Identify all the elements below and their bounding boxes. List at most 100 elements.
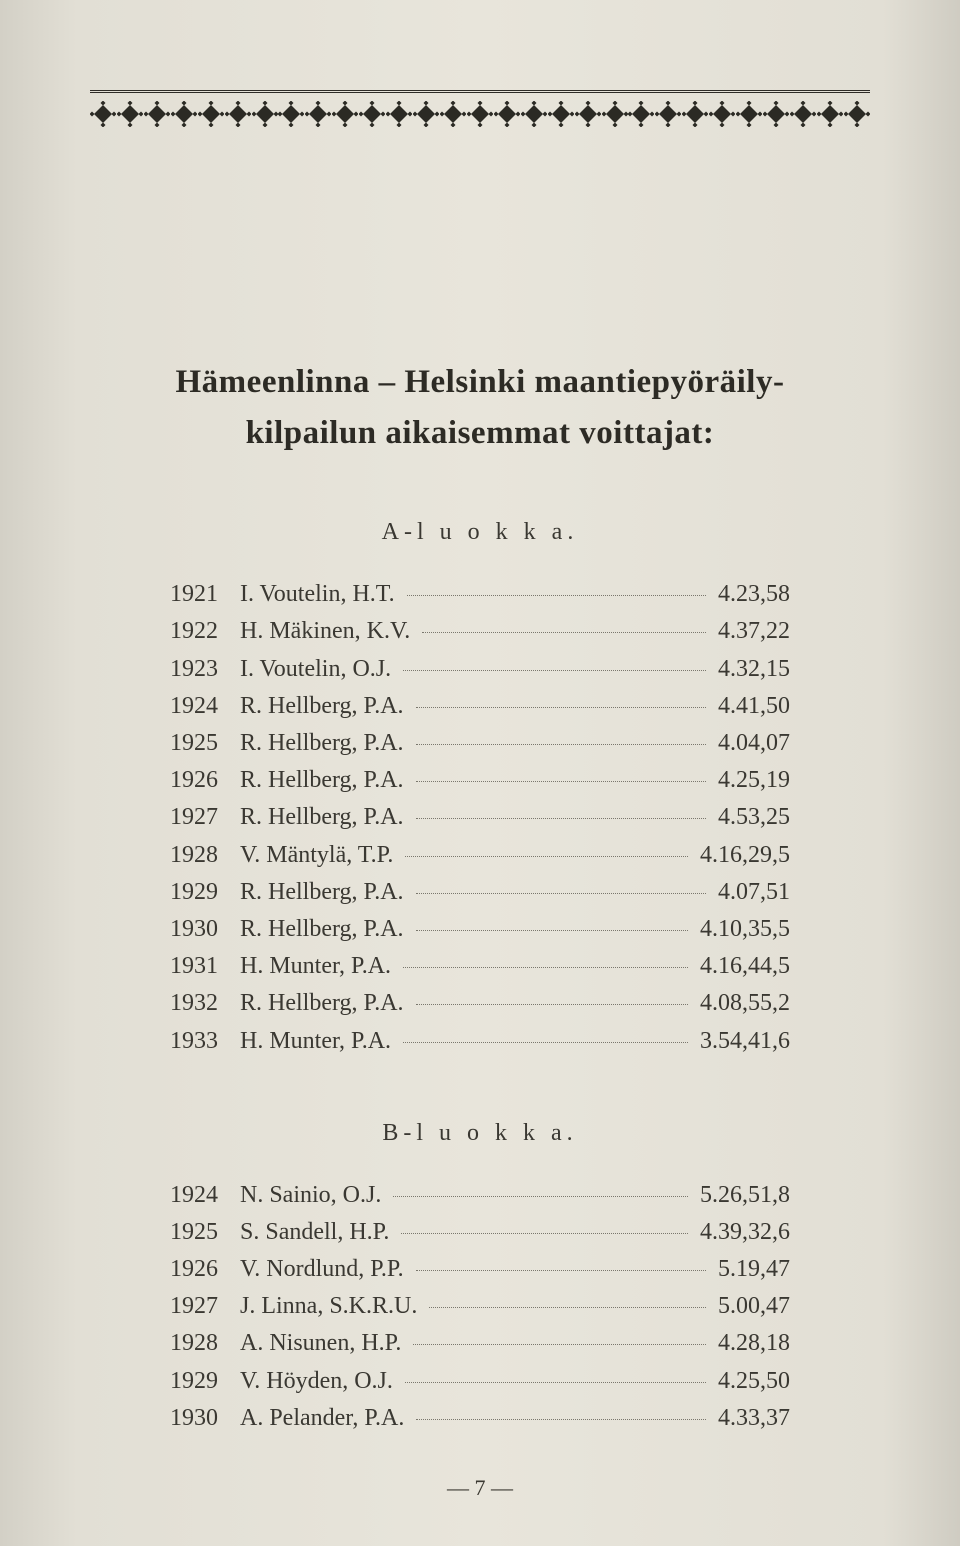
result-row: 1931H. Munter, P.A.4.16,44,5 (170, 948, 790, 985)
page-number: — 7 — (90, 1475, 870, 1501)
result-name: R. Hellberg, P.A. (240, 688, 410, 725)
result-year: 1926 (170, 762, 240, 799)
result-name: H. Munter, P.A. (240, 1023, 397, 1060)
result-row: 1921I. Voutelin, H.T.4.23,58 (170, 576, 790, 613)
result-time: 4.08,55,2 (694, 985, 790, 1022)
result-row: 1928V. Mäntylä, T.P.4.16,29,5 (170, 837, 790, 874)
leader-dots (416, 1270, 706, 1271)
result-name: V. Mäntylä, T.P. (240, 837, 399, 874)
result-row: 1924N. Sainio, O.J.5.26,51,8 (170, 1177, 790, 1214)
result-time: 4.04,07 (712, 725, 790, 762)
ornament-border (90, 99, 870, 127)
sections: A-l u o k k a.1921I. Voutelin, H.T.4.23,… (90, 519, 870, 1437)
section-label: B-l u o k k a. (90, 1120, 870, 1147)
result-time: 4.33,37 (712, 1400, 790, 1437)
result-row: 1928A. Nisunen, H.P.4.28,18 (170, 1325, 790, 1362)
result-row: 1926R. Hellberg, P.A. 4.25,19 (170, 762, 790, 799)
result-name: V. Höyden, O.J. (240, 1363, 399, 1400)
ornament-icon (305, 101, 331, 127)
result-name: R. Hellberg, P.A. (240, 762, 410, 799)
top-rule (90, 90, 870, 93)
result-row: 1929R. Hellberg, P.A. 4.07,51 (170, 874, 790, 911)
content-frame: Hämeenlinna – Helsinki maantiepyöräily- … (70, 60, 890, 1541)
leader-dots (416, 930, 688, 931)
ornament-icon (225, 101, 251, 127)
result-time: 4.41,50 (712, 688, 790, 725)
title-line: kilpailun aikaisemmat voittajat: (246, 415, 715, 451)
result-time: 4.07,51 (712, 874, 790, 911)
result-time: 4.37,22 (712, 613, 790, 650)
ornament-icon (655, 101, 681, 127)
result-time: 4.39,32,6 (694, 1214, 790, 1251)
result-row: 1925S. Sandell, H.P.4.39,32,6 (170, 1214, 790, 1251)
leader-dots (416, 893, 706, 894)
ornament-icon (198, 101, 224, 127)
leader-dots (393, 1196, 688, 1197)
ornament-icon (844, 101, 870, 127)
ornament-icon (278, 101, 304, 127)
leader-dots (405, 1382, 706, 1383)
leader-dots (403, 967, 688, 968)
result-name: R. Hellberg, P.A. (240, 725, 410, 762)
leader-dots (416, 744, 706, 745)
result-name: H. Munter, P.A. (240, 948, 397, 985)
result-year: 1932 (170, 985, 240, 1022)
page: Hämeenlinna – Helsinki maantiepyöräily- … (0, 0, 960, 1546)
result-year: 1924 (170, 1177, 240, 1214)
result-time: 4.16,44,5 (694, 948, 790, 985)
result-year: 1928 (170, 1325, 240, 1362)
result-name: R. Hellberg, P.A. (240, 874, 410, 911)
ornament-icon (117, 101, 143, 127)
page-title: Hämeenlinna – Helsinki maantiepyöräily- … (110, 357, 850, 459)
result-name: R. Hellberg, P.A. (240, 799, 410, 836)
result-name: R. Hellberg, P.A. (240, 911, 410, 948)
result-year: 1925 (170, 725, 240, 762)
ornament-icon (252, 101, 278, 127)
leader-dots (416, 707, 706, 708)
leader-dots (416, 1004, 688, 1005)
result-time: 5.19,47 (712, 1251, 790, 1288)
leader-dots (407, 595, 706, 596)
result-time: 4.28,18 (712, 1325, 790, 1362)
leader-dots (401, 1233, 688, 1234)
leader-dots (403, 670, 706, 671)
result-year: 1929 (170, 874, 240, 911)
results-list: 1924N. Sainio, O.J.5.26,51,81925S. Sande… (170, 1177, 790, 1437)
result-year: 1930 (170, 1400, 240, 1437)
ornament-icon (628, 101, 654, 127)
result-time: 5.26,51,8 (694, 1177, 790, 1214)
ornament-icon (521, 101, 547, 127)
ornament-icon (575, 101, 601, 127)
leader-dots (416, 781, 706, 782)
ornament-icon (413, 101, 439, 127)
result-year: 1921 (170, 576, 240, 613)
ornament-icon (763, 101, 789, 127)
result-row: 1925R. Hellberg, P.A. 4.04,07 (170, 725, 790, 762)
result-year: 1922 (170, 613, 240, 650)
ornament-icon (440, 101, 466, 127)
results-list: 1921I. Voutelin, H.T.4.23,581922H. Mäkin… (170, 576, 790, 1059)
ornament-icon (682, 101, 708, 127)
leader-dots (422, 632, 706, 633)
result-year: 1927 (170, 1288, 240, 1325)
leader-dots (416, 1419, 706, 1420)
ornament-icon (467, 101, 493, 127)
result-time: 4.25,50 (712, 1363, 790, 1400)
result-time: 4.25,19 (712, 762, 790, 799)
ornament-icon (736, 101, 762, 127)
ornament-icon (709, 101, 735, 127)
result-year: 1933 (170, 1023, 240, 1060)
result-time: 4.23,58 (712, 576, 790, 613)
result-row: 1932R. Hellberg, P.A.4.08,55,2 (170, 985, 790, 1022)
result-row: 1933H. Munter, P.A.3.54,41,6 (170, 1023, 790, 1060)
result-name: V. Nordlund, P.P. (240, 1251, 410, 1288)
ornament-icon (359, 101, 385, 127)
result-year: 1925 (170, 1214, 240, 1251)
result-year: 1923 (170, 651, 240, 688)
ornament-icon (90, 101, 116, 127)
result-year: 1927 (170, 799, 240, 836)
ornament-icon (386, 101, 412, 127)
leader-dots (403, 1042, 688, 1043)
leader-dots (416, 818, 706, 819)
result-time: 4.32,15 (712, 651, 790, 688)
